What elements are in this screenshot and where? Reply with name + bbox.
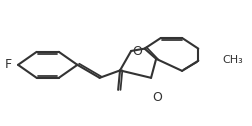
Text: CH₃: CH₃ xyxy=(221,55,242,65)
Text: O: O xyxy=(151,91,161,104)
Text: O: O xyxy=(132,45,142,58)
Text: F: F xyxy=(5,58,12,71)
